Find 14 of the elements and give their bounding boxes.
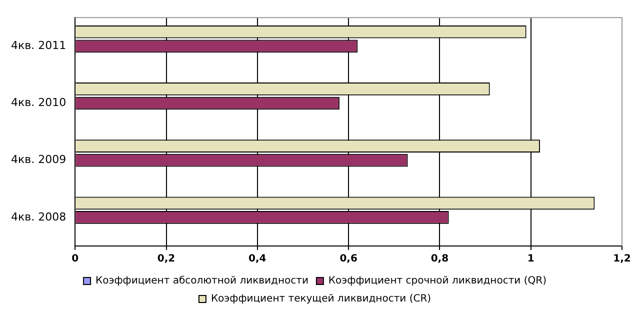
legend-label: Коэффициент срочной ликвидности (QR)	[328, 276, 547, 287]
x-tick-label: 0,8	[430, 254, 449, 265]
x-tick-label: 1	[527, 254, 534, 265]
x-tick-label: 0,2	[157, 254, 176, 265]
x-tick-label: 0,6	[340, 254, 358, 265]
y-tick-label: 4кв. 2009	[10, 153, 66, 166]
x-tick-label: 0	[72, 254, 79, 265]
legend-label: Коэффициент текущей ликвидности (CR)	[210, 294, 432, 305]
legend-label: Коэффициент абсолютной ликвидности	[96, 276, 308, 287]
x-tick-label: 1,2	[613, 254, 631, 265]
y-tick-label: 4кв. 2010	[10, 96, 66, 110]
y-tick-label: 4кв. 2008	[10, 210, 66, 224]
x-tick-label: 0,4	[248, 254, 266, 265]
y-tick-label: 4кв. 2011	[10, 39, 66, 52]
